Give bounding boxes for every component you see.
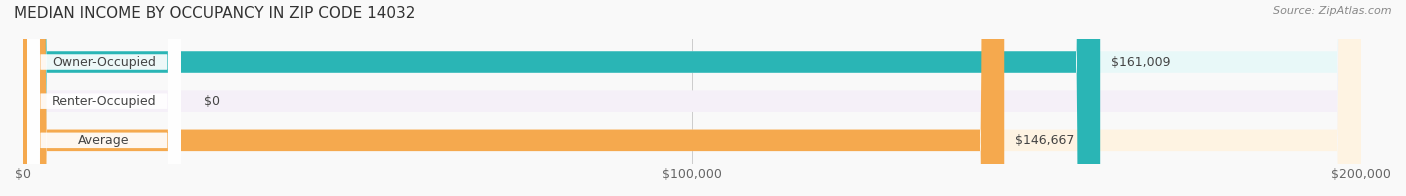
Text: $0: $0 — [204, 95, 219, 108]
Text: Owner-Occupied: Owner-Occupied — [52, 55, 156, 69]
FancyBboxPatch shape — [22, 0, 1361, 196]
Text: Source: ZipAtlas.com: Source: ZipAtlas.com — [1274, 6, 1392, 16]
FancyBboxPatch shape — [22, 0, 1361, 196]
FancyBboxPatch shape — [27, 0, 181, 196]
Text: MEDIAN INCOME BY OCCUPANCY IN ZIP CODE 14032: MEDIAN INCOME BY OCCUPANCY IN ZIP CODE 1… — [14, 6, 415, 21]
FancyBboxPatch shape — [27, 0, 181, 196]
Text: Renter-Occupied: Renter-Occupied — [52, 95, 156, 108]
Text: $146,667: $146,667 — [1015, 134, 1074, 147]
Text: $161,009: $161,009 — [1111, 55, 1170, 69]
Text: Average: Average — [79, 134, 129, 147]
FancyBboxPatch shape — [22, 0, 1004, 196]
FancyBboxPatch shape — [22, 0, 1101, 196]
FancyBboxPatch shape — [22, 0, 1361, 196]
FancyBboxPatch shape — [27, 0, 181, 196]
